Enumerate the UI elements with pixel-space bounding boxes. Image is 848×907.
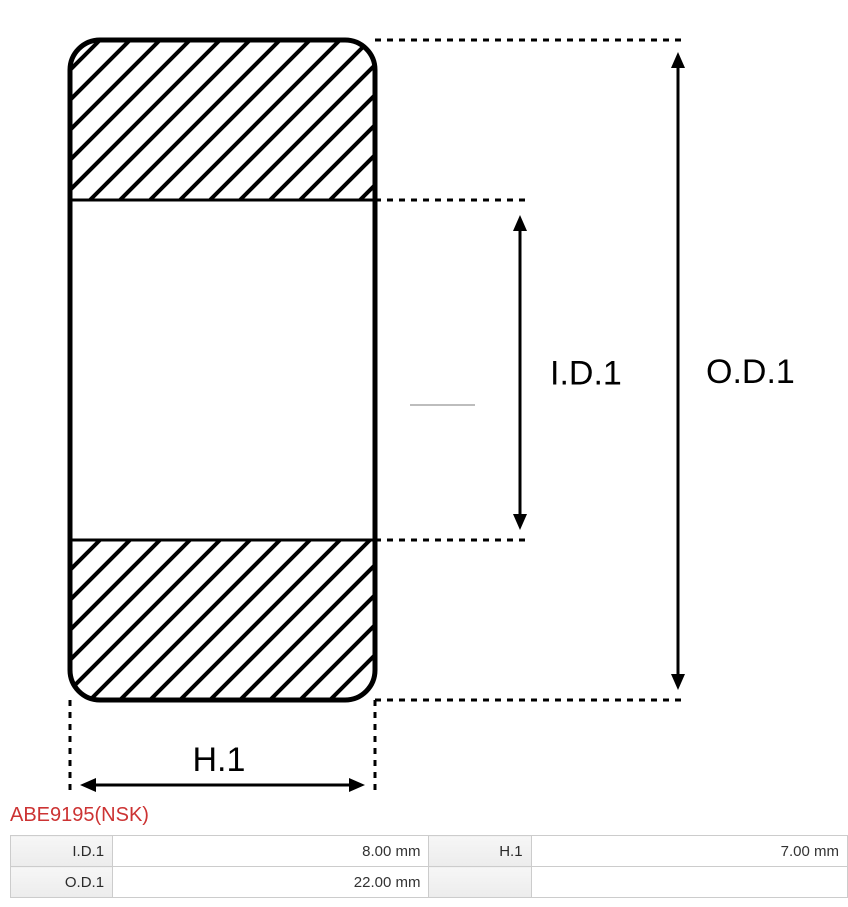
part-title: ABE9195(NSK) xyxy=(0,800,848,833)
table-row: O.D.1 22.00 mm xyxy=(11,867,848,898)
spec-label xyxy=(429,867,531,898)
spec-value xyxy=(531,867,847,898)
spec-label: O.D.1 xyxy=(11,867,113,898)
spec-value: 22.00 mm xyxy=(113,867,429,898)
svg-text:O.D.1: O.D.1 xyxy=(706,353,795,391)
svg-text:I.D.1: I.D.1 xyxy=(550,355,622,393)
table-row: I.D.1 8.00 mm H.1 7.00 mm xyxy=(11,836,848,867)
page: I.D.1O.D.1H.1 ABE9195(NSK) I.D.1 8.00 mm… xyxy=(0,0,848,898)
spec-label: I.D.1 xyxy=(11,836,113,867)
svg-text:H.1: H.1 xyxy=(193,741,246,779)
spec-value: 7.00 mm xyxy=(531,836,847,867)
spec-label: H.1 xyxy=(429,836,531,867)
technical-diagram: I.D.1 O.D.1 H.1 xyxy=(0,0,848,800)
spec-table: I.D.1 8.00 mm H.1 7.00 mm O.D.1 22.00 mm xyxy=(10,835,848,898)
spec-value: 8.00 mm xyxy=(113,836,429,867)
